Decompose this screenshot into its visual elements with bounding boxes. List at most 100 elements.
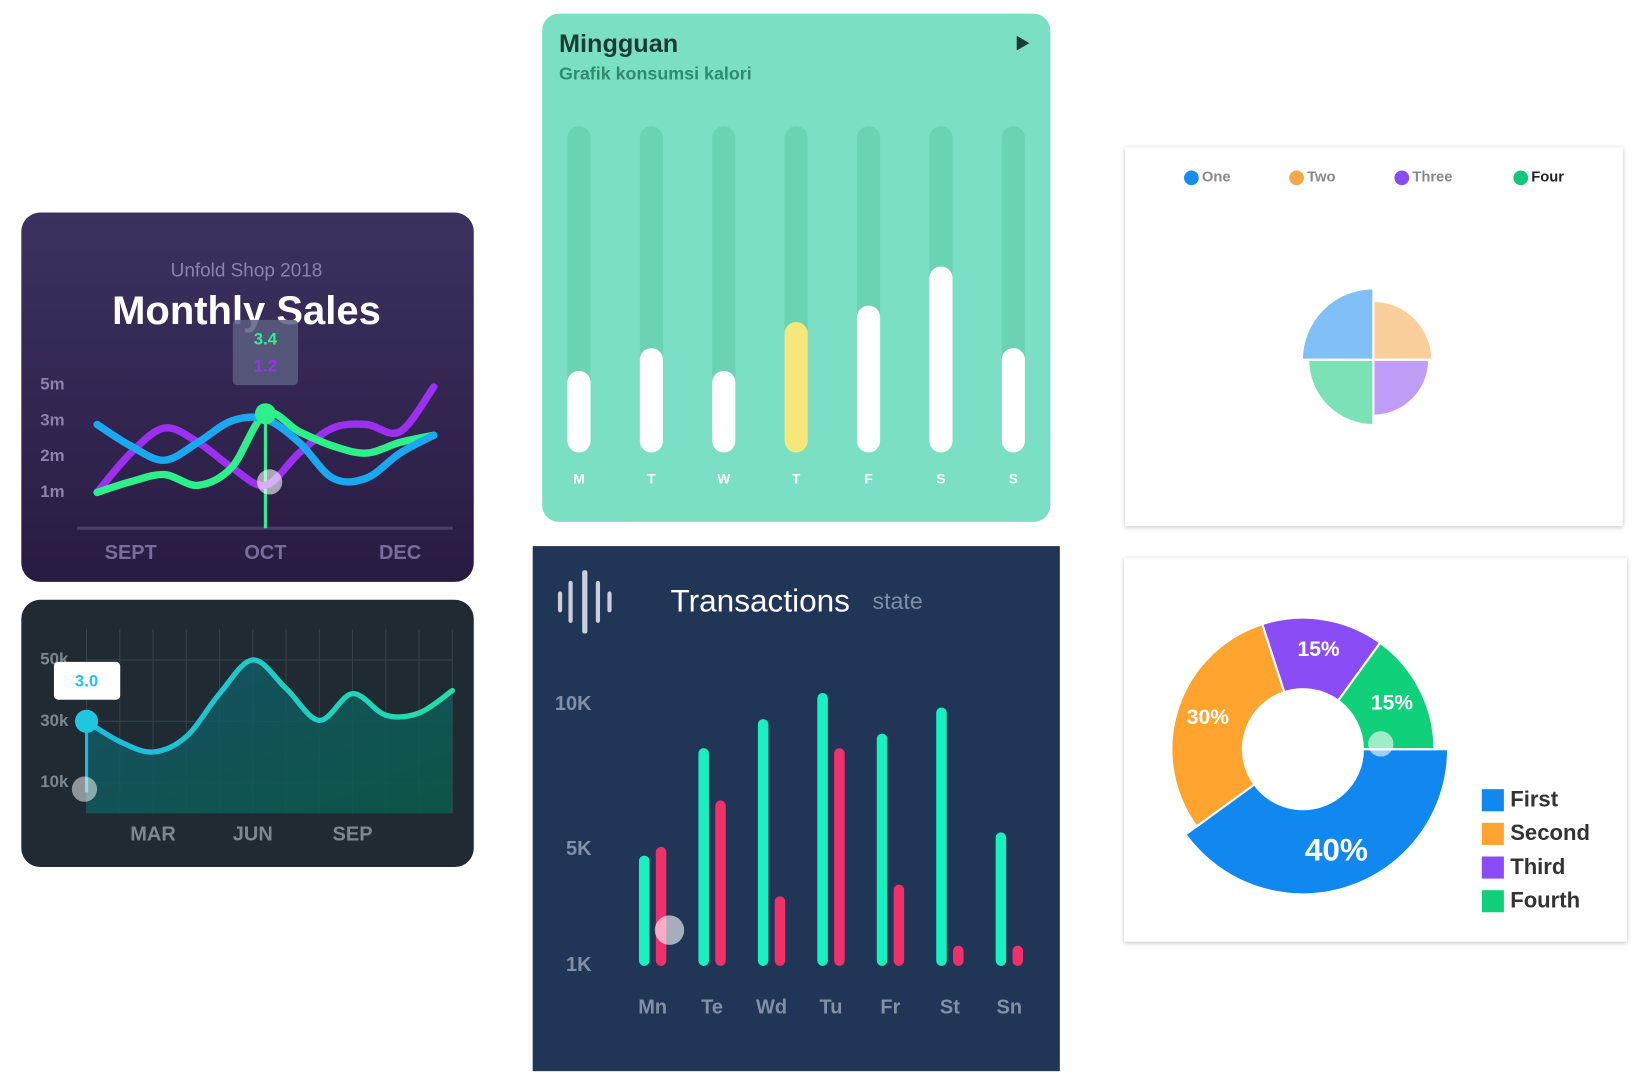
subtitle: Grafik konsumsi kalori [559, 63, 752, 83]
x-tick-label: M [573, 471, 584, 486]
bar [567, 370, 591, 453]
y-tick-label: 5m [40, 375, 64, 394]
legend-swatch [1394, 170, 1410, 186]
y-tick-label: 10k [40, 772, 69, 791]
tooltip [53, 661, 121, 700]
x-tick-label: JUN [233, 824, 273, 846]
bar [834, 748, 845, 966]
bar [929, 266, 953, 453]
track [567, 126, 591, 453]
bar [698, 748, 709, 966]
cursor-spot [257, 469, 283, 495]
bar [1001, 348, 1025, 453]
bar [1012, 945, 1024, 966]
cursor-spot [654, 915, 685, 945]
x-tick-label: SEPT [105, 542, 157, 564]
tooltip [232, 319, 299, 386]
slice [1372, 299, 1434, 361]
tooltip-text: 3.4 [254, 329, 278, 348]
subtitle: state [873, 588, 923, 614]
y-tick-label: 5K [566, 838, 592, 860]
y-tick-label: 1K [566, 954, 592, 976]
bar [757, 719, 769, 966]
title: Transactions [671, 582, 850, 618]
bar [876, 733, 888, 966]
legend-swatch [1513, 170, 1529, 186]
x-tick-label: Sn [997, 996, 1023, 1018]
legend-swatch [1481, 890, 1504, 913]
tooltip-text: 3.0 [75, 671, 98, 690]
wave-icon [557, 570, 612, 634]
y-tick-label: 10K [555, 693, 592, 715]
subtitle: Unfold Shop 2018 [171, 260, 323, 281]
title: Mingguan [559, 30, 678, 58]
legend-swatch [1481, 822, 1504, 845]
legend-label: Fourth [1510, 888, 1580, 913]
y-tick-label: 30k [40, 711, 69, 730]
bar [953, 945, 964, 966]
x-tick-label: W [717, 471, 730, 486]
x-tick-label: Wd [756, 996, 787, 1018]
line [83, 657, 455, 755]
y-tick-label: 3m [40, 410, 64, 429]
x-tick-label: SEP [333, 824, 373, 846]
hover-point [74, 709, 99, 733]
x-tick-label: Fr [880, 996, 900, 1018]
bar [655, 846, 667, 966]
bar [817, 692, 828, 966]
legend-label: Three [1412, 170, 1452, 186]
value-label: 15% [1298, 638, 1340, 661]
cursor-spot [71, 776, 98, 802]
panel [21, 212, 474, 582]
legend-label: Third [1510, 854, 1565, 879]
bar [995, 832, 1007, 966]
y-tick-label: 2m [40, 446, 64, 465]
slice [1336, 641, 1436, 751]
x-tick-label: St [940, 996, 960, 1018]
bar [856, 305, 881, 453]
x-tick-label: S [936, 471, 945, 486]
y-tick-label: 1m [40, 482, 64, 501]
bar [638, 855, 650, 966]
legend-swatch [1184, 170, 1199, 186]
bar [639, 348, 663, 453]
bar [936, 707, 947, 966]
value-label: 40% [1305, 832, 1368, 868]
bar [774, 896, 786, 966]
bar [715, 800, 726, 966]
legend-swatch [1289, 170, 1304, 186]
legend-swatch [1481, 856, 1504, 879]
slice [1307, 358, 1375, 427]
x-tick-label: F [864, 471, 872, 486]
bar [893, 884, 905, 966]
x-tick-label: Te [701, 996, 723, 1018]
legend-label: Two [1307, 170, 1335, 186]
legend-label: First [1510, 787, 1558, 812]
legend-swatch [1481, 789, 1504, 812]
x-tick-label: DEC [379, 542, 421, 564]
play-icon[interactable] [1016, 35, 1030, 51]
bar [784, 321, 808, 453]
value-label: 30% [1187, 706, 1229, 729]
x-tick-label: T [647, 471, 656, 486]
track [712, 126, 736, 453]
x-tick-label: MAR [130, 824, 176, 846]
legend-label: Second [1510, 820, 1590, 845]
cursor-spot [1368, 731, 1394, 757]
slice [1300, 287, 1375, 361]
legend-label: Four [1531, 170, 1564, 186]
bar [712, 370, 736, 453]
tooltip-text: 1.2 [254, 357, 277, 376]
x-tick-label: T [792, 471, 801, 486]
x-tick-label: Tu [820, 996, 843, 1018]
value-label: 15% [1371, 691, 1413, 714]
hover-point [254, 403, 276, 425]
x-tick-label: Mn [638, 996, 667, 1018]
slice [1170, 622, 1286, 828]
slice [1183, 748, 1450, 896]
panel [532, 546, 1060, 1072]
legend-label: One [1202, 170, 1231, 186]
